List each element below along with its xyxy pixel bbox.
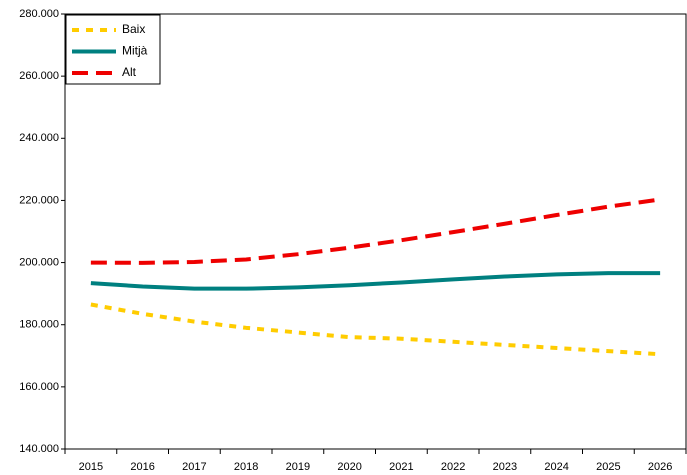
y-tick-label: 280.000 bbox=[19, 8, 59, 20]
x-tick-label: 2015 bbox=[79, 461, 103, 473]
y-tick-label: 160.000 bbox=[19, 381, 59, 393]
x-tick-label: 2019 bbox=[286, 461, 310, 473]
x-tick-label: 2023 bbox=[493, 461, 517, 473]
x-tick-label: 2020 bbox=[337, 461, 361, 473]
y-tick-label: 220.000 bbox=[19, 194, 59, 206]
legend-label: Baix bbox=[122, 22, 145, 36]
x-tick-label: 2017 bbox=[182, 461, 206, 473]
y-tick-label: 140.000 bbox=[19, 443, 59, 455]
series-line bbox=[90, 302, 661, 357]
x-tick-label: 2024 bbox=[544, 461, 568, 473]
x-tick-label: 2018 bbox=[234, 461, 258, 473]
x-tick-label: 2025 bbox=[596, 461, 620, 473]
x-tick-label: 2016 bbox=[130, 461, 154, 473]
y-tick-label: 240.000 bbox=[19, 132, 59, 144]
x-tick-label: 2026 bbox=[648, 461, 672, 473]
legend-label: Alt bbox=[122, 65, 137, 79]
y-tick-label: 180.000 bbox=[19, 319, 59, 331]
y-tick-label: 260.000 bbox=[19, 70, 59, 82]
series-line bbox=[90, 197, 661, 265]
x-tick-label: 2022 bbox=[441, 461, 465, 473]
x-tick-label: 2021 bbox=[389, 461, 413, 473]
series-line bbox=[90, 271, 661, 291]
legend-label: Mitjà bbox=[122, 44, 148, 58]
y-tick-label: 200.000 bbox=[19, 256, 59, 268]
legend: Baix Mitjà Alt bbox=[65, 14, 161, 85]
